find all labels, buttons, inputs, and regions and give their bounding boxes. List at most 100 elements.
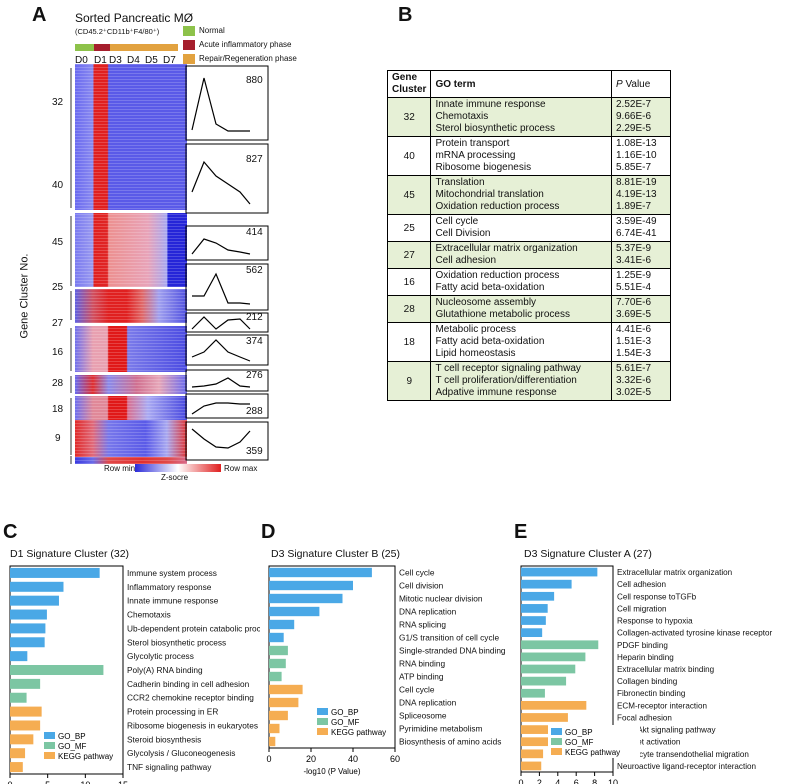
go-cluster-id: 16 [386, 268, 432, 296]
go-pvalues: 1.25E-9 5.51E-4 [611, 268, 671, 296]
category-label: Extracellular matrix binding [617, 665, 714, 674]
chart-bar [10, 706, 42, 717]
go-term: Fatty acid beta-oxidation [435, 282, 545, 293]
go-term: Glutathione metabolic process [435, 309, 570, 320]
chart-bar [10, 581, 64, 592]
x-tick-label: 6 [574, 778, 579, 784]
go-table-row: 28 Nucleosome assembly Glutathione metabol… [386, 295, 671, 323]
chart-bar [10, 651, 28, 662]
chart-bar [521, 591, 555, 601]
phase-bar-normal [75, 44, 94, 51]
go-cluster-id: 27 [386, 241, 432, 269]
category-label: Cell cycle [399, 568, 435, 578]
panel-a-subtitle: (CD45.2⁺CD11b⁺F4/80⁺) [75, 27, 160, 36]
day-label-d7: D7 [163, 55, 176, 66]
chart-bar [521, 676, 567, 686]
category-label: Protein processing in ER [127, 707, 218, 717]
cluster-heatmap-9 [70, 420, 187, 457]
phase-bar-acute [94, 44, 110, 51]
category-label: Cell adhesion [617, 580, 666, 589]
chart-bar [10, 637, 45, 648]
cluster-count-40: 827 [246, 154, 263, 165]
category-label: Cadherin binding in cell adhesion [127, 679, 250, 689]
go-term: Metabolic process [435, 324, 517, 335]
chart-bar [10, 734, 34, 745]
go-term: T cell receptor signaling pathway [435, 363, 581, 374]
header-p-value: P Value [611, 70, 671, 98]
go-term: T cell proliferation/differentiation [435, 375, 577, 386]
category-label: Neuroactive ligand-receptor interaction [617, 762, 756, 771]
go-p-value: 5.37E-9 [616, 243, 652, 254]
trend-line-18 [191, 402, 250, 415]
cluster-count-32: 880 [246, 75, 263, 86]
cluster-count-45: 414 [246, 227, 263, 238]
chart-c-title: D1 Signature Cluster (32) [10, 548, 130, 560]
go-p-value: 3.32E-6 [616, 375, 652, 386]
go-terms: Metabolic process Fatty acid beta-oxidati… [430, 322, 612, 362]
repair-swatch [183, 54, 195, 64]
legend-swatch [44, 732, 55, 739]
category-label: Biosynthesis of amino acids [399, 737, 501, 747]
chart-bar [521, 737, 549, 747]
legend-label: KEGG pathway [58, 752, 113, 761]
category-label: Platelet activation [617, 738, 680, 747]
x-tick-label: 60 [390, 754, 400, 764]
legend-swatch [317, 708, 328, 715]
go-term: Lipid homeostasis [435, 348, 516, 359]
acute-swatch [183, 40, 195, 50]
go-table-row: 32 Innate immune response Chemotaxis Sterol… [386, 97, 671, 137]
category-label: Innate immune response [127, 596, 219, 606]
x-tick-label: 0 [7, 780, 12, 784]
category-label: Extracellular matrix organization [617, 568, 732, 577]
x-tick-label: 10 [608, 778, 618, 784]
chart-bar [10, 665, 104, 675]
legend-box [548, 725, 640, 758]
go-term: Fatty acid beta-oxidation [435, 336, 545, 347]
go-term: Nucleosome assembly [435, 297, 537, 308]
legend-swatch [551, 748, 562, 755]
go-p-value: 9.66E-6 [616, 111, 652, 122]
go-cluster-id: 40 [386, 136, 432, 176]
cluster-label-25: 25 [52, 282, 64, 293]
category-label: Inflammatory response [127, 582, 212, 592]
chart-bar [521, 604, 548, 613]
chart-bar [10, 595, 59, 606]
chart-bar [269, 684, 303, 695]
go-term: Cell cycle [435, 216, 479, 227]
go-term: mRNA processing [435, 150, 516, 161]
chart-bar [521, 749, 544, 759]
chart-bar [269, 619, 295, 630]
legend-swatch [317, 718, 328, 725]
go-terms: Protein transport mRNA processing Ribosome… [430, 136, 612, 176]
legend-swatch [317, 728, 328, 735]
cluster-heatmap [70, 64, 187, 464]
chart-bar [269, 593, 343, 604]
category-label: Collagen binding [617, 677, 677, 686]
go-term: Innate immune response [435, 99, 546, 110]
category-label: Single-stranded DNA binding [399, 646, 506, 656]
legend-swatch [44, 752, 55, 759]
go-terms: Extracellular matrix organization Cell ad… [430, 241, 612, 269]
category-label: Cell division [399, 581, 444, 591]
category-label: CCR2 chemokine receptor binding [127, 693, 254, 703]
trend-line-9 [191, 428, 251, 449]
category-label: DNA replication [399, 607, 457, 617]
go-pvalues: 8.81E-19 4.19E-13 1.89E-7 [611, 175, 671, 215]
normal-swatch [183, 26, 195, 36]
go-p-value: 3.02E-5 [616, 387, 652, 398]
category-label: Immune system process [127, 568, 217, 578]
legend-label: KEGG pathway [331, 728, 386, 737]
chart-bar [521, 652, 586, 662]
go-p-value: 3.41E-6 [616, 255, 652, 266]
go-pvalues: 3.59E-49 6.74E-41 [611, 214, 671, 242]
chart-bar [269, 567, 372, 578]
legend-label: GO_MF [331, 718, 360, 727]
cluster-count-27: 212 [246, 312, 263, 323]
go-cluster-id: 32 [386, 97, 432, 137]
go-p-value: 5.51E-4 [616, 282, 652, 293]
go-terms: Oxidation reduction process Fatty acid be… [430, 268, 612, 296]
panel-a-title: Sorted Pancreatic MØ [75, 11, 194, 25]
chart-bar [521, 713, 568, 722]
x-tick-label: 0 [266, 754, 271, 764]
go-table-row: 18 Metabolic process Fatty acid beta-oxida… [386, 322, 671, 362]
